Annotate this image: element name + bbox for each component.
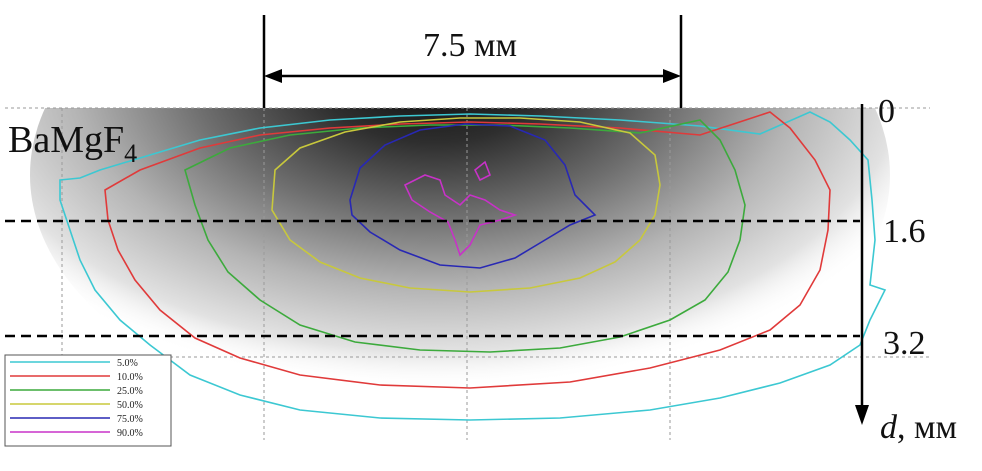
legend-label-2: 25.0%: [117, 386, 143, 397]
contour-75: [349, 123, 597, 269]
material-label: BaMgF4: [8, 119, 137, 168]
arrowhead-right: [663, 69, 681, 83]
depth-guides: [5, 219, 860, 338]
legend-box: [4, 354, 172, 447]
intensity-map: [30, 0, 890, 430]
legend-item-5: 90.0%: [10, 428, 143, 439]
legend-label-0: 5.0%: [117, 358, 138, 369]
legend-label-4: 75.0%: [117, 414, 143, 425]
depth-tick-1.6: 1.6: [883, 213, 926, 250]
legend-item-0: 5.0%: [10, 358, 138, 369]
legend-item-4: 75.0%: [10, 414, 143, 425]
legend-label-1: 10.0%: [117, 372, 143, 383]
material-main: BaMgF: [8, 119, 124, 161]
depth-tick-0: 0: [878, 93, 895, 130]
contour-50: [271, 117, 661, 293]
arrowhead-left: [264, 69, 282, 83]
width-dimension: [262, 15, 683, 108]
width-label: 7.5 мм: [423, 27, 517, 64]
contour-lines: [59, 111, 887, 421]
legend-label-3: 50.0%: [117, 400, 143, 411]
depth-arrowhead: [855, 405, 869, 425]
depth-axis-label: d, мм: [880, 409, 957, 446]
legend-item-1: 10.0%: [10, 372, 143, 383]
material-subscript: 4: [124, 139, 137, 168]
legend-item-3: 50.0%: [10, 400, 143, 411]
legend-label-5: 90.0%: [117, 428, 143, 439]
contour-10: [104, 111, 831, 389]
depth-axis: [855, 104, 869, 425]
legend-item-2: 25.0%: [10, 386, 143, 397]
depth-unit: , мм: [897, 409, 957, 446]
depth-tick-3.2: 3.2: [883, 325, 926, 362]
legend: 5.0% 10.0% 25.0% 50.0% 75.0% 90.0%: [4, 354, 172, 447]
depth-var: d: [880, 409, 898, 446]
